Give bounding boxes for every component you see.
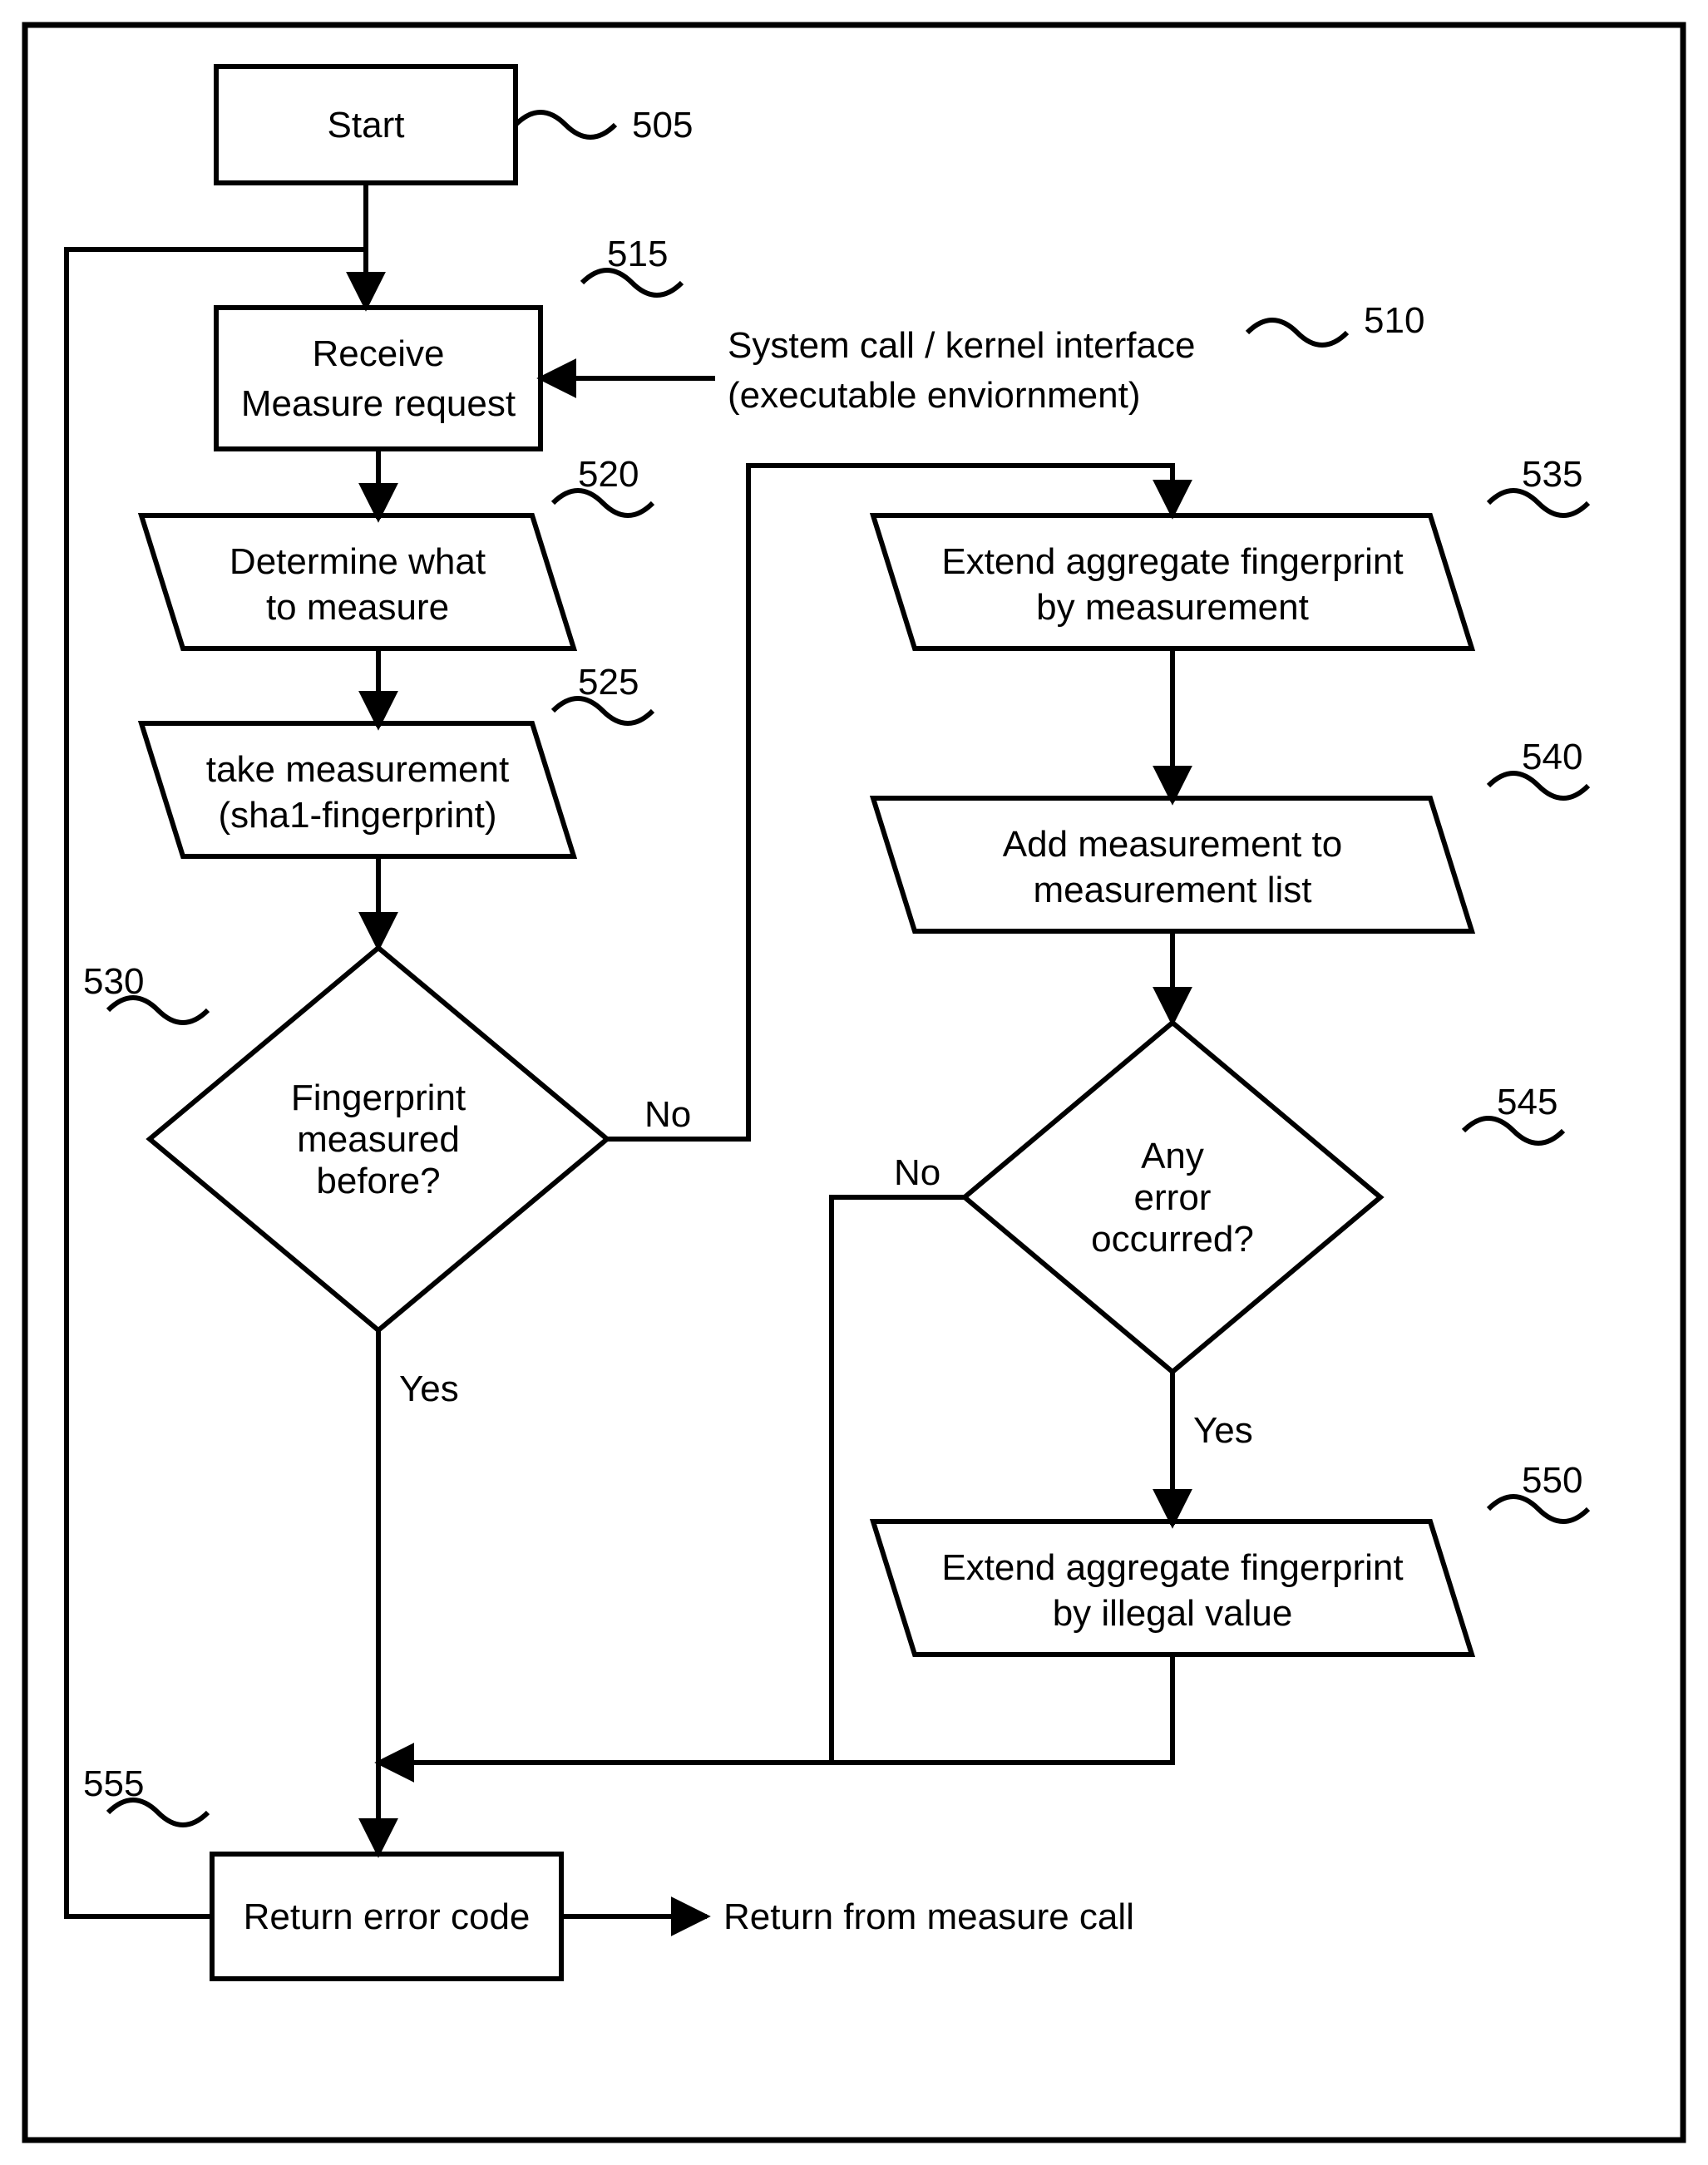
determine-line2: to measure <box>266 587 449 628</box>
decide2-line1: Any <box>1141 1136 1204 1176</box>
node-addlist: Add measurement to measurement list 540 <box>873 737 1588 931</box>
edge-decide2-no <box>378 1197 965 1763</box>
label-d1-yes: Yes <box>399 1369 459 1409</box>
node-return: Return error code 555 <box>83 1763 561 1979</box>
addlist-line2: measurement list <box>1033 870 1311 910</box>
ref-530: 530 <box>83 961 144 1002</box>
take-line1: take measurement <box>206 749 509 790</box>
node-decide1: Fingerprint measured before? 530 <box>83 948 607 1330</box>
node-determine: Determine what to measure 520 <box>141 454 653 649</box>
determine-line1: Determine what <box>230 541 486 582</box>
ref-545: 545 <box>1497 1082 1557 1122</box>
node-start: Start 505 <box>216 67 693 183</box>
decide1-line2: measured <box>297 1119 460 1160</box>
extend1-line1: Extend aggregate fingerprint <box>941 541 1403 582</box>
label-d2-no: No <box>894 1152 940 1193</box>
ref-525: 525 <box>578 662 639 703</box>
extend1-line2: by measurement <box>1036 587 1309 628</box>
ref-555: 555 <box>83 1763 144 1804</box>
ref-540: 540 <box>1522 737 1582 777</box>
node-receive: Receive Measure request 515 <box>216 234 682 449</box>
addlist-line1: Add measurement to <box>1003 824 1342 865</box>
node-start-text: Start <box>328 105 405 145</box>
node-receive-line2: Measure request <box>241 383 516 424</box>
extend2-line2: by illegal value <box>1053 1593 1293 1634</box>
edge-extend2-to-merge <box>832 1655 1172 1763</box>
flowchart-svg: Start 505 Receive Measure request 515 Sy… <box>0 0 1708 2165</box>
decide2-line2: error <box>1134 1177 1212 1218</box>
node-extend1: Extend aggregate fingerprint by measurem… <box>873 454 1588 649</box>
extend2-line1: Extend aggregate fingerprint <box>941 1547 1403 1588</box>
node-receive-line1: Receive <box>313 333 445 374</box>
ref-510: 510 <box>1364 300 1424 341</box>
syscall-line1: System call / kernel interface <box>728 325 1195 366</box>
decide2-line3: occurred? <box>1091 1219 1254 1260</box>
return-label: Return from measure call <box>723 1896 1134 1937</box>
node-decide2: Any error occurred? 545 <box>965 1023 1563 1372</box>
label-d2-yes: Yes <box>1193 1410 1253 1451</box>
ref-505: 505 <box>632 105 693 145</box>
take-line2: (sha1-fingerprint) <box>218 795 496 836</box>
syscall-line2: (executable enviornment) <box>728 375 1140 416</box>
ref-550: 550 <box>1522 1460 1582 1501</box>
return-text: Return error code <box>244 1896 531 1937</box>
ref-515: 515 <box>607 234 668 274</box>
decide1-line1: Fingerprint <box>291 1078 466 1118</box>
label-d1-no: No <box>644 1094 691 1135</box>
node-take: take measurement (sha1-fingerprint) 525 <box>141 662 653 856</box>
node-extend2: Extend aggregate fingerprint by illegal … <box>873 1460 1588 1655</box>
node-syscall: System call / kernel interface (executab… <box>728 300 1424 416</box>
ref-535: 535 <box>1522 454 1582 495</box>
decide1-line3: before? <box>316 1161 440 1201</box>
ref-520: 520 <box>578 454 639 495</box>
